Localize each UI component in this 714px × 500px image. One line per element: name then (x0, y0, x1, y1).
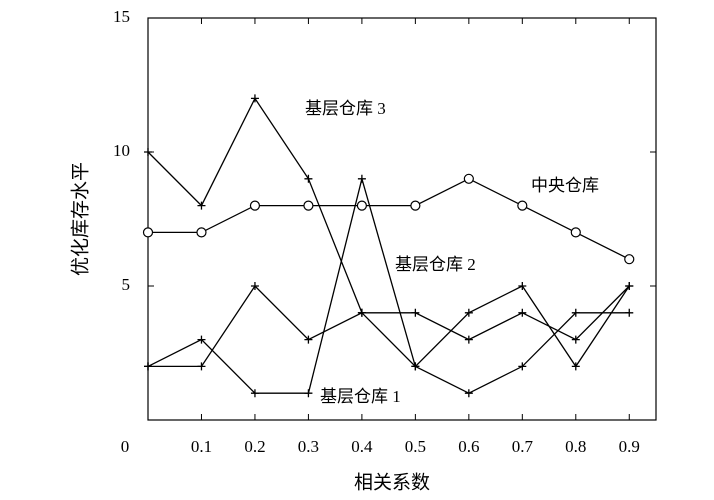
y-tick-label: 15 (113, 7, 130, 26)
point (304, 174, 313, 183)
series-label: 基层仓库 2 (395, 255, 476, 274)
y-axis-label: 优化库存水平 (69, 162, 91, 276)
point (518, 362, 527, 371)
point (197, 201, 206, 210)
x-tick-label: 0.3 (298, 437, 319, 456)
point (304, 335, 313, 344)
point (625, 308, 634, 317)
point (411, 362, 420, 371)
y-tick-label: 10 (113, 141, 130, 160)
point (197, 335, 206, 344)
point (411, 308, 420, 317)
point (196, 227, 207, 238)
point (571, 362, 580, 371)
series-line (147, 176, 630, 394)
series-label: 基层仓库 3 (305, 99, 386, 118)
point (250, 94, 259, 103)
point (571, 335, 580, 344)
point (518, 308, 527, 317)
x-axis-label: 相关系数 (354, 471, 430, 493)
point (463, 173, 474, 184)
point (624, 254, 635, 265)
series-line (148, 284, 630, 368)
x-tick-label: 0.5 (405, 437, 426, 456)
point (356, 200, 367, 211)
x-tick-label: 0.7 (512, 437, 534, 456)
point (464, 389, 473, 398)
series-label: 中央仓库 (531, 176, 599, 195)
y-tick-label: 5 (122, 275, 131, 294)
point (250, 282, 259, 290)
x-tick-label: 0.4 (351, 437, 373, 456)
point (250, 389, 259, 398)
point (357, 308, 366, 317)
point (197, 362, 206, 371)
point (144, 362, 152, 371)
point (570, 227, 581, 238)
x-tick-label: 0.6 (458, 437, 479, 456)
plot-frame (147, 17, 657, 421)
point (518, 282, 527, 290)
x-tick-label: 0.8 (565, 437, 586, 456)
point (410, 200, 421, 211)
point (142, 227, 154, 238)
point (249, 200, 261, 211)
point (571, 308, 580, 317)
point (464, 335, 473, 344)
point (303, 200, 314, 211)
series-label: 基层仓库 1 (320, 387, 401, 406)
series-line (147, 97, 630, 368)
point (304, 389, 313, 398)
point (144, 148, 152, 156)
point (517, 200, 528, 211)
x-tick-label: 0.2 (244, 437, 265, 456)
x-tick-label: 0 (121, 437, 130, 456)
point (357, 174, 366, 183)
x-tick-label: 0.1 (191, 437, 212, 456)
x-tick-label: 0.9 (619, 437, 640, 456)
point (625, 282, 634, 290)
point (464, 308, 473, 317)
series-line (148, 178, 630, 260)
